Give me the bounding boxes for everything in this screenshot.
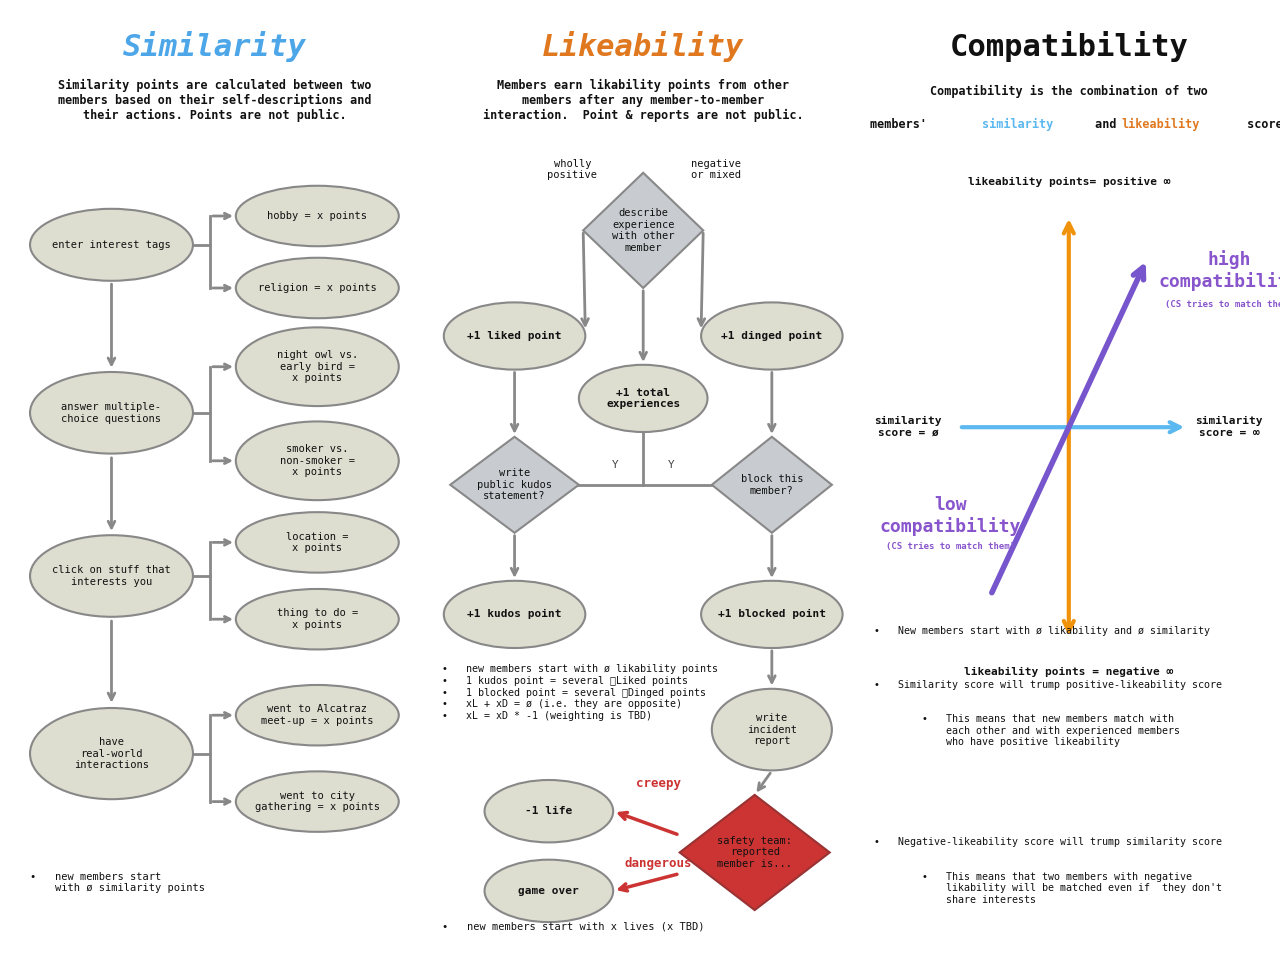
Text: •   new members start
    with ø similarity points: • new members start with ø similarity po… — [29, 872, 205, 893]
Ellipse shape — [236, 257, 399, 319]
Ellipse shape — [29, 372, 193, 454]
Ellipse shape — [444, 581, 585, 648]
Text: +1 liked point: +1 liked point — [467, 331, 562, 341]
Text: block this
member?: block this member? — [741, 474, 803, 495]
Polygon shape — [712, 437, 832, 533]
Ellipse shape — [444, 302, 585, 370]
Text: likeability points = negative ∞: likeability points = negative ∞ — [964, 667, 1174, 677]
Polygon shape — [584, 173, 703, 288]
Text: safety team:
reported
member is...: safety team: reported member is... — [717, 836, 792, 869]
Text: Y: Y — [668, 461, 675, 470]
Text: negative
or mixed: negative or mixed — [691, 158, 741, 180]
Text: dangerous: dangerous — [625, 856, 692, 870]
Text: enter interest tags: enter interest tags — [52, 240, 170, 250]
Text: •   This means that new members match with
            each other and with exper: • This means that new members match with… — [874, 714, 1180, 748]
Text: similarity
score = ø: similarity score = ø — [874, 417, 942, 438]
Text: •   This means that two members with negative
            likability will be mat: • This means that two members with negat… — [874, 872, 1222, 905]
Text: religion = x points: religion = x points — [259, 283, 376, 293]
Text: +1 kudos point: +1 kudos point — [467, 610, 562, 619]
Text: •   Negative-likeability score will trump similarity score: • Negative-likeability score will trump … — [874, 837, 1222, 847]
Text: Similarity: Similarity — [123, 31, 306, 61]
Text: likeability points= positive ∞: likeability points= positive ∞ — [968, 178, 1170, 187]
Ellipse shape — [236, 327, 399, 406]
Ellipse shape — [236, 421, 399, 500]
Text: Compatibility is the combination of two: Compatibility is the combination of two — [929, 84, 1208, 98]
Text: answer multiple-
choice questions: answer multiple- choice questions — [61, 402, 161, 423]
Ellipse shape — [29, 536, 193, 617]
Text: went to Alcatraz
meet-up = x points: went to Alcatraz meet-up = x points — [261, 705, 374, 726]
Text: low
compatibility: low compatibility — [879, 496, 1021, 537]
Text: •   new members start with x lives (x TBD): • new members start with x lives (x TBD) — [442, 922, 704, 931]
Text: went to city
gathering = x points: went to city gathering = x points — [255, 791, 380, 812]
Polygon shape — [451, 437, 579, 533]
Text: night owl vs.
early bird =
x points: night owl vs. early bird = x points — [276, 350, 358, 383]
Ellipse shape — [236, 589, 399, 650]
Text: location =
x points: location = x points — [285, 532, 348, 553]
Ellipse shape — [29, 708, 193, 799]
Text: and: and — [1088, 118, 1124, 132]
Text: Similarity points are calculated between two
members based on their self-descrip: Similarity points are calculated between… — [58, 79, 371, 122]
Text: Likeability: Likeability — [543, 31, 744, 61]
Ellipse shape — [701, 581, 842, 648]
Text: thing to do =
x points: thing to do = x points — [276, 609, 358, 630]
Text: scores: scores — [1240, 118, 1280, 132]
Text: +1 total
experiences: +1 total experiences — [605, 388, 681, 409]
Text: likeability: likeability — [1121, 118, 1199, 132]
Text: similarity: similarity — [982, 118, 1053, 132]
Ellipse shape — [29, 208, 193, 280]
Text: creepy: creepy — [636, 777, 681, 790]
Ellipse shape — [236, 772, 399, 831]
Text: wholly
positive: wholly positive — [548, 158, 598, 180]
Ellipse shape — [236, 685, 399, 745]
Ellipse shape — [236, 513, 399, 572]
Ellipse shape — [712, 689, 832, 770]
Polygon shape — [680, 795, 829, 910]
Text: click on stuff that
interests you: click on stuff that interests you — [52, 565, 170, 587]
Text: (CS tries to match them): (CS tries to match them) — [1165, 300, 1280, 308]
Text: similarity
score = ∞: similarity score = ∞ — [1196, 417, 1263, 438]
Text: write
incident
report: write incident report — [746, 713, 797, 746]
Text: Members earn likability points from other
members after any member-to-member
int: Members earn likability points from othe… — [483, 79, 804, 122]
Text: smoker vs.
non-smoker =
x points: smoker vs. non-smoker = x points — [280, 444, 355, 477]
Text: +1 dinged point: +1 dinged point — [721, 331, 823, 341]
Text: high
compatibility: high compatibility — [1158, 251, 1280, 291]
Text: •   New members start with ø likability and ø similarity: • New members start with ø likability an… — [874, 626, 1211, 636]
Text: •   new members start with ø likability points
•   1 kudos point = several ​Like: • new members start with ø likability po… — [442, 664, 718, 721]
Text: Compatibility: Compatibility — [950, 31, 1188, 61]
Text: (CS tries to match them): (CS tries to match them) — [886, 542, 1015, 551]
Ellipse shape — [701, 302, 842, 370]
Text: -1 life: -1 life — [525, 806, 572, 816]
Ellipse shape — [485, 780, 613, 843]
Text: Y: Y — [612, 461, 618, 470]
Text: game over: game over — [518, 886, 580, 896]
Ellipse shape — [579, 365, 708, 432]
Ellipse shape — [485, 860, 613, 922]
Text: have
real-world
interactions: have real-world interactions — [74, 737, 148, 770]
Text: describe
experience
with other
member: describe experience with other member — [612, 208, 675, 252]
Text: members': members' — [870, 118, 934, 132]
Text: +1 blocked point: +1 blocked point — [718, 610, 826, 619]
Ellipse shape — [236, 186, 399, 247]
Text: •   Similarity score will trump positive-likeability score: • Similarity score will trump positive-l… — [874, 680, 1222, 689]
Text: write
public kudos
statement?: write public kudos statement? — [477, 468, 552, 501]
Text: hobby = x points: hobby = x points — [268, 211, 367, 221]
